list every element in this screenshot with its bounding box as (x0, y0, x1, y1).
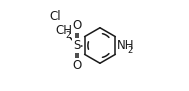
Text: O: O (72, 19, 81, 32)
Text: Cl: Cl (49, 10, 61, 23)
Text: NH: NH (117, 39, 135, 52)
Text: O: O (72, 59, 81, 72)
Text: 2: 2 (65, 31, 70, 39)
Text: CH: CH (56, 24, 73, 36)
Text: S: S (73, 39, 81, 52)
Text: 2: 2 (127, 46, 132, 55)
